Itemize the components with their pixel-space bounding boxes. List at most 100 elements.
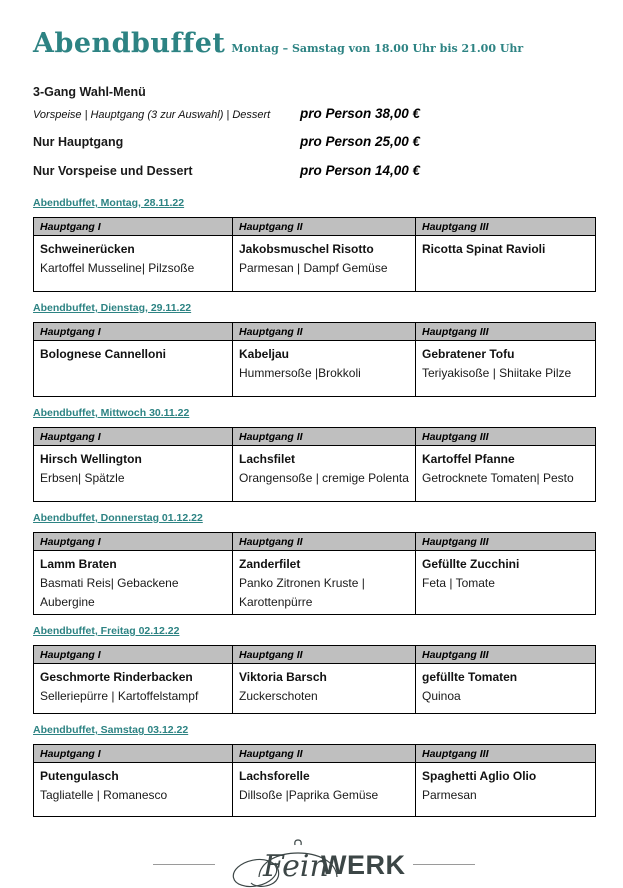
course-cell: Jakobsmuschel Risotto Parmesan | Dampf G… — [232, 235, 416, 292]
course-title: Gefüllte Zucchini — [422, 557, 520, 571]
option-name-3-gang: 3-Gang Wahl-Menü — [33, 85, 146, 99]
course-cell: Lachsfilet Orangensoße | cremige Polenta — [232, 445, 416, 502]
course-cell: gefüllte Tomaten Quinoa — [415, 663, 596, 714]
column-header: Hauptgang I — [33, 322, 233, 341]
logo-wordmark: WERK — [321, 850, 406, 880]
column-header: Hauptgang III — [415, 427, 596, 446]
column-header: Hauptgang II — [232, 645, 416, 664]
day-section-samstag: Abendbuffet, Samstag 03.12.22 Hauptgang … — [33, 720, 596, 817]
course-sides: Erbsen| Spätzle — [40, 471, 125, 485]
column-header: Hauptgang I — [33, 532, 233, 551]
course-sides: Basmati Reis| Gebackene Aubergine — [40, 576, 179, 609]
day-heading: Abendbuffet, Freitag 02.12.22 — [33, 625, 180, 637]
logo-script-text: Fein — [263, 849, 329, 884]
option-price-3-gang: pro Person 38,00 € — [300, 106, 421, 121]
column-header: Hauptgang I — [33, 217, 233, 236]
divider-rule-left — [153, 863, 215, 865]
menu-table: Hauptgang I Hauptgang II Hauptgang III H… — [33, 427, 596, 502]
column-header: Hauptgang I — [33, 645, 233, 664]
column-header: Hauptgang III — [415, 744, 596, 763]
course-cell: Spaghetti Aglio Olio Parmesan — [415, 762, 596, 817]
course-title: Kartoffel Pfanne — [422, 452, 515, 466]
course-title: Geschmorte Rinderbacken — [40, 670, 193, 684]
course-title: Bolognese Cannelloni — [40, 347, 167, 361]
document-header: Abendbuffet Montag – Samstag von 18.00 Uh… — [33, 28, 595, 59]
course-cell: Lamm Braten Basmati Reis| Gebackene Aube… — [33, 550, 233, 615]
course-cell: Geschmorte Rinderbacken Selleriepürre | … — [33, 663, 233, 714]
course-sides: Teriyakisoße | Shiitake Pilze — [422, 366, 572, 380]
course-title: Hirsch Wellington — [40, 452, 142, 466]
column-header: Hauptgang III — [415, 532, 596, 551]
page-title: Abendbuffet — [33, 28, 226, 59]
cloche-icon — [232, 839, 338, 888]
column-header: Hauptgang II — [232, 532, 416, 551]
day-section-donnerstag: Abendbuffet, Donnerstag 01.12.22 Hauptga… — [33, 508, 596, 615]
menu-table: Hauptgang I Hauptgang II Hauptgang III B… — [33, 322, 596, 397]
course-cell: Viktoria Barsch Zuckerschoten — [232, 663, 416, 714]
course-sides: Kartoffel Musseline| Pilzsoße — [40, 261, 195, 275]
course-sides: Feta | Tomate — [422, 576, 495, 590]
option-name-vorspeise-dessert: Nur Vorspeise und Dessert — [33, 164, 193, 178]
day-section-montag: Abendbuffet, Montag, 28.11.22 Hauptgang … — [33, 193, 596, 292]
course-sides: Selleriepürre | Kartoffelstampf — [40, 689, 199, 703]
page-subtitle: Montag – Samstag von 18.00 Uhr bis 21.00… — [231, 42, 524, 55]
course-sides: Hummersoße |Brokkoli — [239, 366, 361, 380]
course-sides: Parmesan | Dampf Gemüse — [239, 261, 388, 275]
course-title: Kabeljau — [239, 347, 290, 361]
course-cell: Bolognese Cannelloni — [33, 340, 233, 397]
column-header: Hauptgang II — [232, 744, 416, 763]
day-heading: Abendbuffet, Mittwoch 30.11.22 — [33, 407, 190, 419]
course-title: Spaghetti Aglio Olio — [422, 769, 537, 783]
day-heading: Abendbuffet, Samstag 03.12.22 — [33, 724, 189, 736]
course-cell: Kabeljau Hummersoße |Brokkoli — [232, 340, 416, 397]
course-cell: Zanderfilet Panko Zitronen Kruste | Karo… — [232, 550, 416, 615]
course-cell: Gebratener Tofu Teriyakisoße | Shiitake … — [415, 340, 596, 397]
column-header: Hauptgang II — [232, 427, 416, 446]
course-cell: Schweinerücken Kartoffel Musseline| Pilz… — [33, 235, 233, 292]
option-detail-3-gang: Vorspeise | Hauptgang (3 zur Auswahl) | … — [33, 109, 271, 121]
option-price-vorspeise-dessert: pro Person 14,00 € — [300, 163, 421, 178]
course-sides: Parmesan — [422, 788, 477, 802]
course-title: Lamm Braten — [40, 557, 117, 571]
column-header: Hauptgang II — [232, 217, 416, 236]
footer-logo: Fein WERK — [33, 833, 595, 888]
column-header: Hauptgang III — [415, 645, 596, 664]
day-heading: Abendbuffet, Dienstag, 29.11.22 — [33, 302, 192, 314]
course-sides: Panko Zitronen Kruste | Karottenpürre — [239, 576, 365, 609]
course-title: Gebratener Tofu — [422, 347, 515, 361]
column-header: Hauptgang II — [232, 322, 416, 341]
divider-rule-right — [413, 863, 475, 865]
course-cell: Gefüllte Zucchini Feta | Tomate — [415, 550, 596, 615]
course-title: Jakobsmuschel Risotto — [239, 242, 374, 256]
menu-table: Hauptgang I Hauptgang II Hauptgang III G… — [33, 645, 596, 714]
course-cell: Kartoffel Pfanne Getrocknete Tomaten| Pe… — [415, 445, 596, 502]
column-header: Hauptgang III — [415, 217, 596, 236]
menu-table: Hauptgang I Hauptgang II Hauptgang III L… — [33, 532, 596, 615]
course-title: Zanderfilet — [239, 557, 301, 571]
option-name-hauptgang: Nur Hauptgang — [33, 135, 124, 149]
day-heading: Abendbuffet, Montag, 28.11.22 — [33, 197, 185, 209]
day-section-mittwoch: Abendbuffet, Mittwoch 30.11.22 Hauptgang… — [33, 403, 596, 502]
menu-table: Hauptgang I Hauptgang II Hauptgang III S… — [33, 217, 596, 292]
course-sides: Zuckerschoten — [239, 689, 318, 703]
course-cell: Ricotta Spinat Ravioli — [415, 235, 596, 292]
course-title: Schweinerücken — [40, 242, 135, 256]
course-title: gefüllte Tomaten — [422, 670, 518, 684]
course-cell: Putengulasch Tagliatelle | Romanesco — [33, 762, 233, 817]
course-sides: Orangensoße | cremige Polenta — [239, 471, 409, 485]
course-cell: Lachsforelle Dillsoße |Paprika Gemüse — [232, 762, 416, 817]
column-header: Hauptgang I — [33, 744, 233, 763]
course-title: Putengulasch — [40, 769, 119, 783]
course-title: Ricotta Spinat Ravioli — [422, 242, 546, 256]
course-title: Lachsfilet — [239, 452, 296, 466]
course-sides: Tagliatelle | Romanesco — [40, 788, 168, 802]
course-title: Viktoria Barsch — [239, 670, 327, 684]
day-section-freitag: Abendbuffet, Freitag 02.12.22 Hauptgang … — [33, 621, 596, 714]
column-header: Hauptgang I — [33, 427, 233, 446]
feinwerk-logo: Fein WERK — [219, 833, 409, 888]
option-price-hauptgang: pro Person 25,00 € — [300, 134, 421, 149]
pricing-options: 3-Gang Wahl-Menü Vorspeise | Hauptgang (… — [33, 85, 595, 178]
course-cell: Hirsch Wellington Erbsen| Spätzle — [33, 445, 233, 502]
course-sides: Getrocknete Tomaten| Pesto — [422, 471, 574, 485]
